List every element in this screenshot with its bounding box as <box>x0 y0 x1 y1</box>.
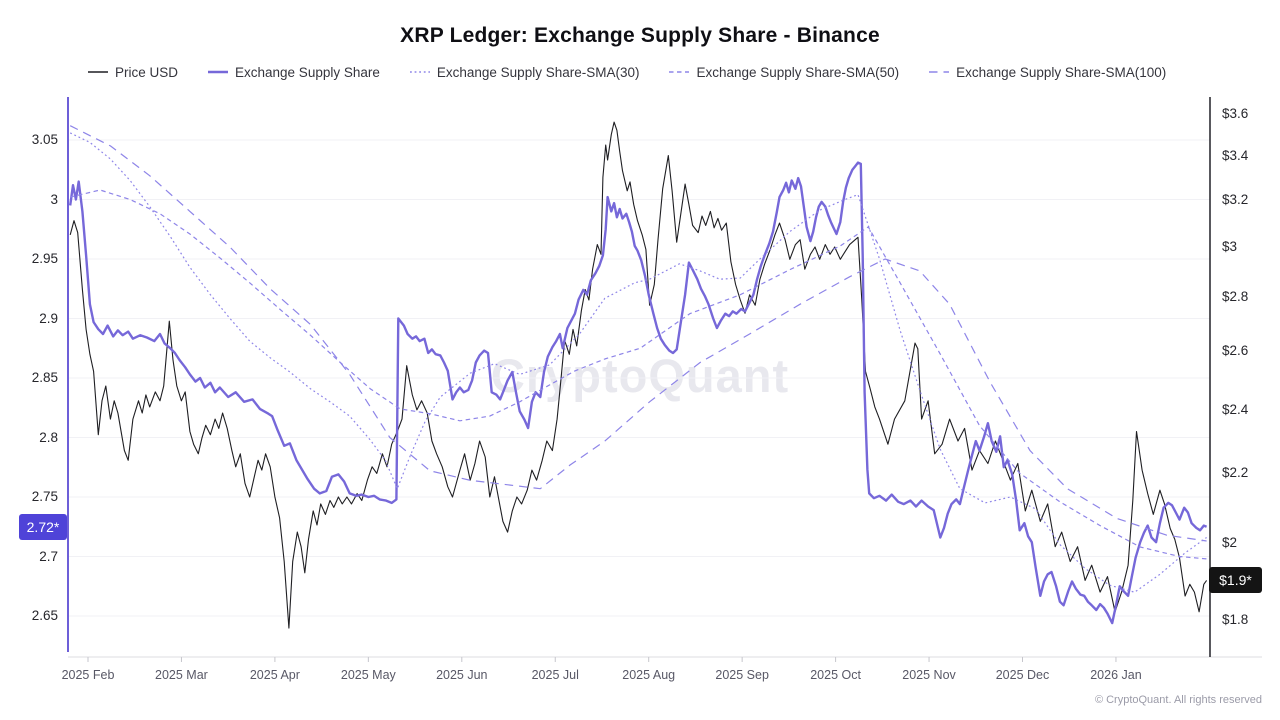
legend-line-icon <box>409 71 430 73</box>
x-axis-label: 2025 Jun <box>436 668 488 682</box>
left-axis-label: 2.9 <box>39 310 58 326</box>
legend-item-exchange-supply-share[interactable]: Exchange Supply Share <box>208 65 380 80</box>
x-axis-label: 2025 Feb <box>61 668 115 682</box>
series-price-usd <box>69 121 1208 629</box>
legend-item-price-usd[interactable]: Price USD <box>88 65 178 80</box>
left-axis-label: 2.7 <box>39 548 58 564</box>
left-axis-label: 2.85 <box>31 370 58 385</box>
x-axis-label: 2025 Oct <box>810 668 861 682</box>
legend-label: Price USD <box>115 64 179 80</box>
right-axis-label: $2.6 <box>1222 343 1249 359</box>
legend-item-sma-100[interactable]: Exchange Supply Share-SMA(100) <box>929 65 1166 80</box>
legend-item-sma-30[interactable]: Exchange Supply Share-SMA(30) <box>409 64 640 80</box>
right-axis-label: $3 <box>1222 239 1238 254</box>
x-axis-label: 2025 Sep <box>715 668 769 682</box>
legend-label: Exchange Supply Share-SMA(100) <box>956 64 1167 80</box>
x-axis-label: 2026 Jan <box>1090 668 1142 682</box>
x-axis-label: 2025 Mar <box>155 668 208 682</box>
x-axis-label: 2025 May <box>340 668 396 682</box>
left-axis-label: 2.65 <box>31 608 58 623</box>
legend-label: Exchange Supply Share <box>235 64 380 80</box>
right-axis-label: $3.2 <box>1222 191 1249 207</box>
right-axis-label: $3.6 <box>1222 105 1249 121</box>
legend-line-icon <box>929 71 950 73</box>
left-axis-label: 2.95 <box>31 251 58 266</box>
left-axis-label: 3.05 <box>31 132 58 147</box>
chart-title: XRP Ledger: Exchange Supply Share - Bina… <box>400 24 880 47</box>
legend-line-icon <box>88 71 108 73</box>
left-axis-label: 3 <box>50 191 58 207</box>
x-axis-label: 2025 Jul <box>531 668 579 682</box>
series-exchange-supply-share-sma-50- <box>70 189 1207 560</box>
legend-line-icon <box>208 70 229 74</box>
right-axis-label: $2.2 <box>1222 465 1249 481</box>
right-axis-label: $2.4 <box>1222 401 1249 417</box>
legend-item-sma-50[interactable]: Exchange Supply Share-SMA(50) <box>669 65 899 80</box>
right-axis-label: $1.8 <box>1222 611 1249 627</box>
x-axis-label: 2025 Apr <box>249 668 300 682</box>
legend-label: Exchange Supply Share-SMA(50) <box>696 64 900 80</box>
series-exchange-supply-share-sma-100- <box>69 125 1207 542</box>
series-exchange-supply-share-sma-30- <box>69 132 1207 593</box>
x-axis-label: 2025 Dec <box>995 668 1050 682</box>
right-axis-label: $3.4 <box>1222 147 1249 163</box>
legend-line-icon <box>669 71 690 73</box>
copyright-text: © CryptoQuant. All rights reserved <box>1094 694 1262 706</box>
left-axis-label: 2.75 <box>31 489 58 504</box>
x-axis-label: 2025 Nov <box>902 668 956 682</box>
legend: Price USD Exchange Supply Share Exchange… <box>88 62 1166 82</box>
right-axis-label: $2.8 <box>1222 289 1249 305</box>
series-exchange-supply-share <box>69 161 1208 625</box>
left-axis-label: 2.8 <box>39 429 58 445</box>
legend-label: Exchange Supply Share-SMA(30) <box>436 64 640 80</box>
price-last-value-badge: $1.9* <box>1209 567 1262 594</box>
supply-last-value-badge: 2.72* <box>19 513 67 540</box>
right-axis-label: $2 <box>1222 535 1238 550</box>
x-axis-label: 2025 Aug <box>622 668 676 682</box>
